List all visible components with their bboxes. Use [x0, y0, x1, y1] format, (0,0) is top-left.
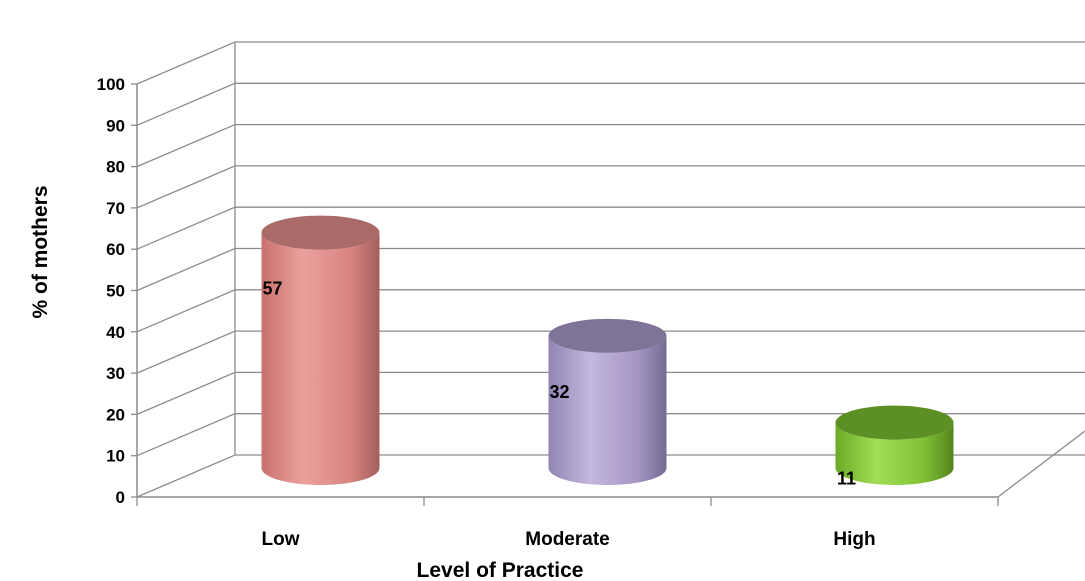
bar-high [835, 422, 954, 485]
floor-edge [997, 430, 1085, 498]
data-label: 32 [549, 382, 569, 402]
x-tick-label: Moderate [525, 529, 609, 550]
y-axis-title: % of mothers [29, 185, 52, 318]
y-tick-label: 70 [106, 199, 125, 218]
y-tick-label: 10 [106, 447, 125, 466]
y-tick-label: 20 [106, 405, 125, 424]
bar-moderate [548, 335, 667, 485]
y-tick-label: 100 [97, 75, 125, 94]
gridline [136, 165, 1085, 209]
x-axis-title: Level of Practice [417, 559, 584, 581]
x-tick-label: High [833, 529, 875, 550]
y-tick-label: 40 [106, 323, 125, 342]
bar-top-moderate [548, 318, 667, 353]
x-tick-label: Low [262, 529, 300, 550]
bars [261, 215, 954, 485]
gridline [136, 82, 1085, 126]
gridlines [136, 41, 1085, 498]
data-label: 57 [262, 279, 282, 299]
y-tick-label: 90 [106, 116, 125, 135]
labels: 0 10 20 30 40 50 60 70 80 90 100 57 Low 32 Moderate 11 H… [97, 75, 876, 550]
data-label: 11 [837, 469, 856, 489]
y-tick-label: 0 [116, 488, 125, 507]
bar-top-low [261, 215, 380, 250]
y-tick-label: 50 [106, 282, 125, 301]
axes [131, 83, 999, 506]
gridline [136, 41, 1085, 85]
bar-top-high [835, 405, 954, 440]
bar-low [261, 232, 380, 485]
y-tick-label: 30 [106, 364, 125, 383]
gridline [136, 123, 1085, 168]
y-tick-label: 60 [106, 240, 125, 259]
y-tick-label: 80 [106, 158, 125, 177]
